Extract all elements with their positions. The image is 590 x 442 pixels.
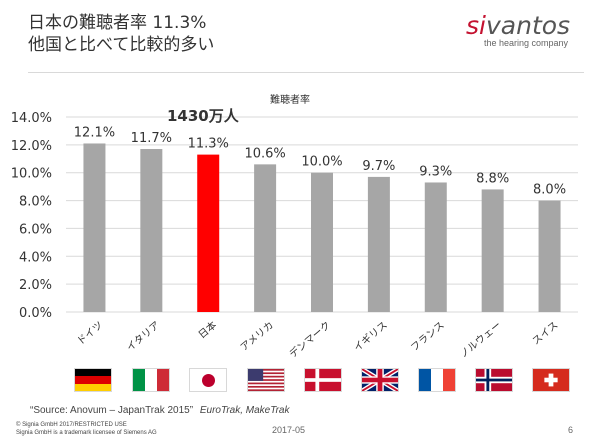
source-text-italic: EuroTrak, MakeTrak: [199, 405, 290, 416]
france-flag: [418, 368, 456, 392]
switzerland-flag: [532, 368, 570, 392]
germany-flag: [74, 368, 112, 392]
bar: [197, 154, 220, 312]
data-label: 12.1%: [74, 125, 115, 140]
y-axis-title: 難聴者率: [270, 93, 310, 106]
x-tick-label: ドイツ: [75, 320, 105, 348]
x-tick-label: アメリカ: [238, 319, 276, 354]
bar: [254, 164, 277, 312]
data-label: 9.3%: [419, 164, 452, 179]
x-tick-label: ノルウェー: [458, 319, 504, 360]
title-line-2: 他国と比べて比較的多い: [28, 35, 215, 55]
x-tick-label: イギリス: [351, 319, 389, 354]
y-tick-label: 6.0%: [19, 222, 52, 237]
slide-title: 日本の難聴者率 11.3% 他国と比べて比較的多い: [28, 12, 214, 56]
usa-flag: [247, 368, 285, 392]
slide-date: 2017-05: [272, 425, 306, 435]
x-tick-label: スイス: [531, 320, 561, 348]
source-text: “Source: Anovum – JapanTrak 2015”: [30, 405, 194, 416]
y-tick-label: 4.0%: [19, 250, 52, 265]
y-tick-label: 8.0%: [19, 195, 52, 210]
title-line-1: 日本の難聴者率 11.3%: [28, 13, 207, 33]
bar: [311, 172, 333, 312]
data-label: 10.6%: [244, 146, 285, 161]
bar: [424, 182, 447, 312]
y-tick-label: 14.0%: [11, 111, 52, 126]
norway-flag: [475, 368, 513, 392]
bar: [538, 200, 561, 312]
y-tick-label: 12.0%: [11, 139, 52, 154]
logo-word-rest: vantos: [485, 11, 571, 40]
page-number: 6: [568, 425, 574, 435]
copyright-line-1: © Signia GmbH 2017/RESTRICTED USE: [16, 422, 127, 428]
data-label: 8.8%: [476, 171, 509, 186]
data-label: 8.0%: [533, 183, 566, 198]
bar: [83, 143, 106, 312]
denmark-flag: [304, 368, 342, 392]
uk-flag: [361, 368, 399, 392]
logo-tagline: the hearing company: [484, 38, 569, 48]
sivantos-logo: sivantos the hearing company: [466, 12, 576, 49]
x-axis-labels: ドイツ イタリア 日本 アメリカ デンマーク イギリス フランス ノルウェー スイス: [75, 318, 560, 360]
x-tick-label: イタリア: [124, 319, 162, 354]
bar: [140, 149, 163, 312]
chart-bars: [83, 143, 561, 312]
chart-value-labels: 12.1% 11.7% 11.3% 10.6% 10.0% 9.7% 9.3% 8.8% 8.0…: [74, 125, 566, 197]
logo-mark: si: [466, 11, 486, 40]
logo-wordmark: sivantos: [466, 12, 576, 40]
y-tick-label: 2.0%: [19, 278, 52, 293]
x-tick-label: デンマーク: [286, 318, 333, 360]
copyright-line-2: Signia GmbH is a trademark licensee of S…: [16, 430, 157, 436]
data-label: 10.0%: [301, 155, 342, 170]
italy-flag: [132, 368, 170, 392]
x-tick-label: フランス: [408, 319, 446, 354]
y-tick-label: 0.0%: [19, 306, 52, 321]
data-label: 11.3%: [188, 137, 229, 152]
y-axis-ticks: 0.0% 2.0% 4.0% 6.0% 8.0% 10.0% 12.0% 14.0%: [11, 111, 52, 321]
data-label: 9.7%: [362, 159, 395, 174]
bar: [481, 189, 504, 312]
data-label: 11.7%: [131, 131, 172, 146]
bar-chart: 0.0% 2.0% 4.0% 6.0% 8.0% 10.0% 12.0% 14.0% 12.1…: [11, 93, 578, 360]
y-tick-label: 10.0%: [11, 167, 52, 182]
copyright-notice: © Signia GmbH 2017/RESTRICTED USE Signia…: [16, 421, 157, 437]
source-note: “Source: Anovum – JapanTrak 2015” EuroTr…: [30, 405, 290, 416]
bar: [367, 176, 390, 312]
population-callout: 1430万人: [167, 107, 240, 125]
header-divider: [28, 72, 584, 73]
japan-flag: [189, 368, 227, 392]
x-tick-label: 日本: [195, 318, 219, 341]
